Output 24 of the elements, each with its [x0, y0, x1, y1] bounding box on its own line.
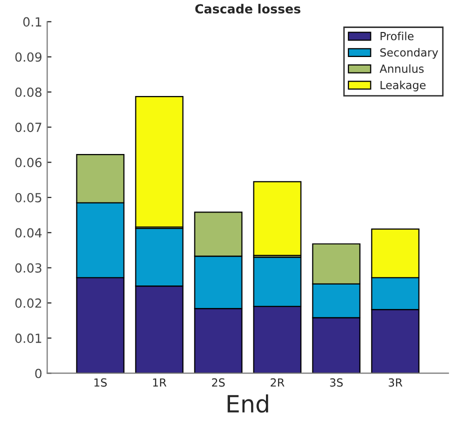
x-tick-label: 2S [212, 378, 225, 387]
x-tick-label: 3S [330, 378, 343, 387]
x-tick-label: 2R [270, 378, 284, 387]
y-tick-label: 0.08 [15, 87, 42, 97]
chart-title: Cascade losses [195, 4, 300, 14]
x-tick-label: 3R [388, 378, 402, 387]
y-tick-label: 0.06 [15, 158, 42, 168]
x-tick-label: 1R [153, 378, 166, 387]
x-tick-label: 1S [94, 378, 107, 387]
legend-label: Secondary [380, 48, 438, 59]
y-tick-label: 0 [35, 368, 42, 378]
legend-label: Profile [380, 32, 414, 40]
y-tick-label: 0.04 [15, 228, 42, 238]
y-tick-label: 0.07 [15, 122, 42, 132]
legend-label: Annulus [380, 64, 424, 73]
y-tick-label: 0.02 [15, 298, 42, 308]
x-axis-title: End [228, 394, 268, 413]
y-tick-label: 0.05 [15, 192, 42, 202]
y-tick-label: 0.01 [15, 334, 42, 344]
y-tick-label: 0.1 [23, 17, 42, 27]
y-tick-label: 0.03 [15, 263, 42, 273]
bar [253, 181, 302, 256]
y-tick-label: 0.09 [15, 52, 42, 62]
legend-label: Leakage [380, 80, 426, 92]
